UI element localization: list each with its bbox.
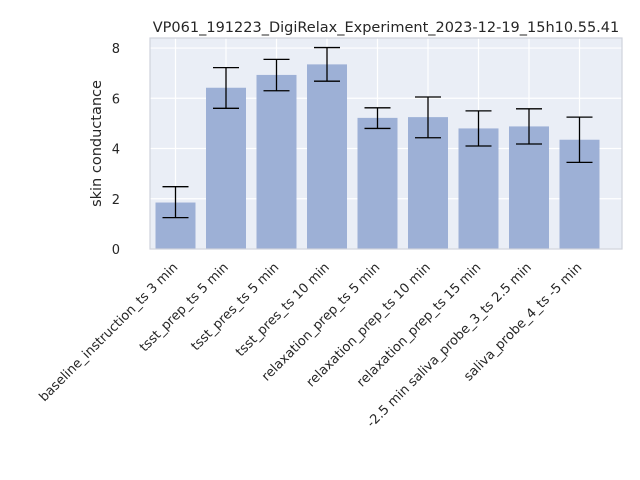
bar xyxy=(408,117,448,249)
y-axis-label: skin conductance xyxy=(89,80,105,207)
chart-title: VP061_191223_DigiRelax_Experiment_2023-1… xyxy=(153,20,619,36)
bar xyxy=(206,87,246,249)
y-tick-label: 2 xyxy=(112,193,120,208)
x-tick-label: tsst_pres_ts 10 min xyxy=(233,260,333,360)
x-tick-labels: baseline_instruction_ts 3 mintsst_prep_t… xyxy=(37,260,586,431)
y-tick-label: 8 xyxy=(112,42,120,57)
y-tick-labels: 0 2 4 6 8 xyxy=(112,42,120,258)
bar xyxy=(357,117,398,249)
bar xyxy=(509,126,549,249)
bar xyxy=(256,74,297,249)
plot-frame xyxy=(149,37,623,250)
y-tick-label: 6 xyxy=(112,92,120,107)
bar xyxy=(307,64,347,249)
x-tick-label: tsst_prep_ts 5 min xyxy=(137,260,232,355)
x-tick-label: tsst_pres_ts 5 min xyxy=(188,260,282,354)
bar xyxy=(458,128,499,249)
bars xyxy=(155,64,600,249)
y-tick-label: 4 xyxy=(112,143,120,158)
y-tick-label: 0 xyxy=(112,243,120,258)
error-bars xyxy=(162,46,593,219)
